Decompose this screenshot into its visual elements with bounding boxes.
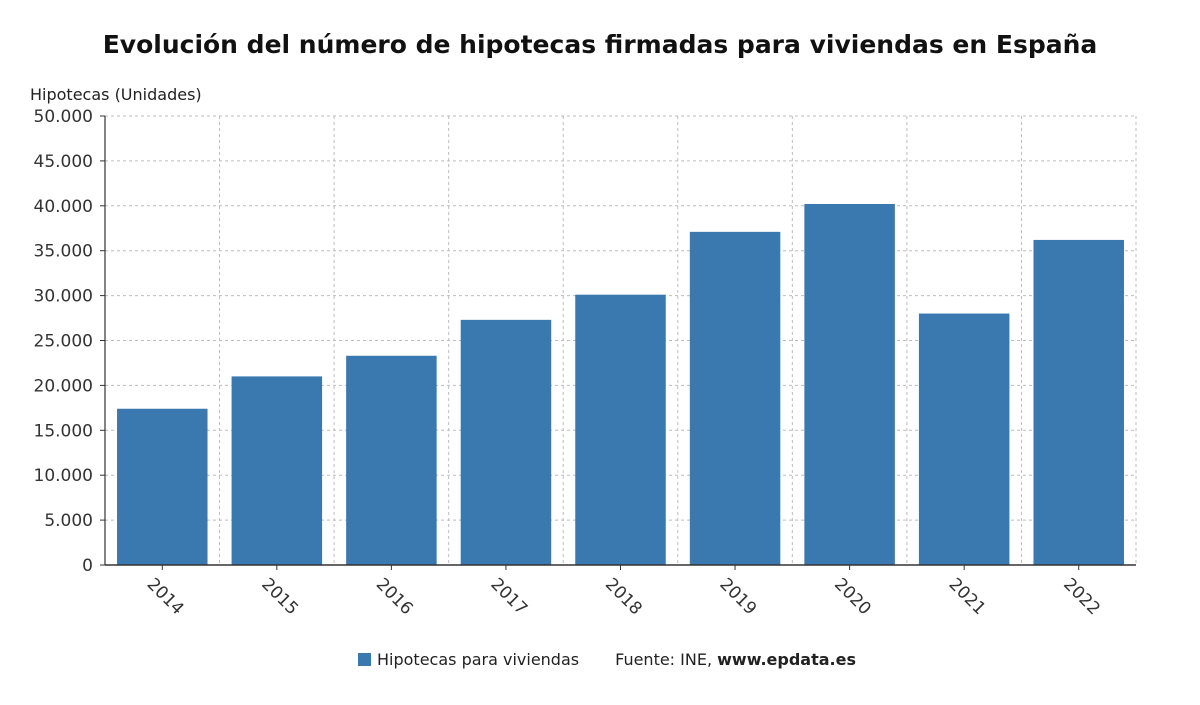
x-tick-label: 2020 — [830, 574, 875, 619]
x-tick-label: 2019 — [716, 574, 761, 619]
bars — [117, 204, 1124, 566]
y-tick-label: 10.000 — [34, 466, 93, 486]
axes — [100, 115, 1136, 570]
y-tick-label: 45.000 — [34, 152, 93, 172]
legend: Hipotecas para viviendas Fuente: INE, ww… — [358, 650, 856, 669]
bar-2015 — [231, 376, 323, 565]
x-tick-label: 2014 — [143, 574, 188, 619]
bar-2020 — [804, 204, 895, 565]
source-url: www.epdata.es — [717, 650, 856, 669]
x-tick-label: 2021 — [945, 574, 990, 619]
y-tick-label: 40.000 — [34, 197, 93, 217]
x-tick-label: 2018 — [601, 574, 646, 619]
x-tick-label: 2022 — [1059, 574, 1104, 619]
x-tick-labels: 2014 2015 2016 2017 2018 2019 2020 2021 2022 — [143, 574, 1104, 619]
bar-2018 — [575, 294, 666, 565]
bar-2016 — [346, 355, 437, 565]
bar-2022 — [1033, 239, 1124, 565]
bar-2021 — [918, 313, 1010, 565]
x-tick-label: 2015 — [257, 574, 302, 619]
bar-2014 — [117, 408, 208, 565]
source-text: Fuente: INE, www.epdata.es — [615, 650, 856, 669]
legend-label: Hipotecas para viviendas — [377, 650, 580, 669]
y-tick-label: 50.000 — [34, 107, 93, 127]
y-tick-label: 35.000 — [34, 242, 93, 262]
x-tick-label: 2016 — [372, 574, 417, 619]
y-axis-label: Hipotecas (Unidades) — [30, 85, 202, 104]
y-tick-label: 30.000 — [34, 287, 93, 307]
chart-title: Evolución del número de hipotecas firmad… — [102, 30, 1098, 59]
x-tick-label: 2017 — [486, 574, 531, 619]
y-tick-labels: 0 5.000 10.000 15.000 20.000 25.000 30.000 35.0… — [34, 107, 93, 576]
y-tick-label: 15.000 — [34, 421, 93, 441]
legend-swatch — [358, 653, 371, 666]
y-tick-label: 5.000 — [44, 511, 93, 531]
y-tick-label: 25.000 — [34, 332, 93, 352]
bar-2019 — [689, 231, 781, 566]
y-tick-label: 0 — [82, 556, 93, 576]
bar-2017 — [460, 319, 552, 565]
y-tick-label: 20.000 — [34, 376, 93, 396]
source-prefix: Fuente: INE, — [615, 650, 718, 669]
